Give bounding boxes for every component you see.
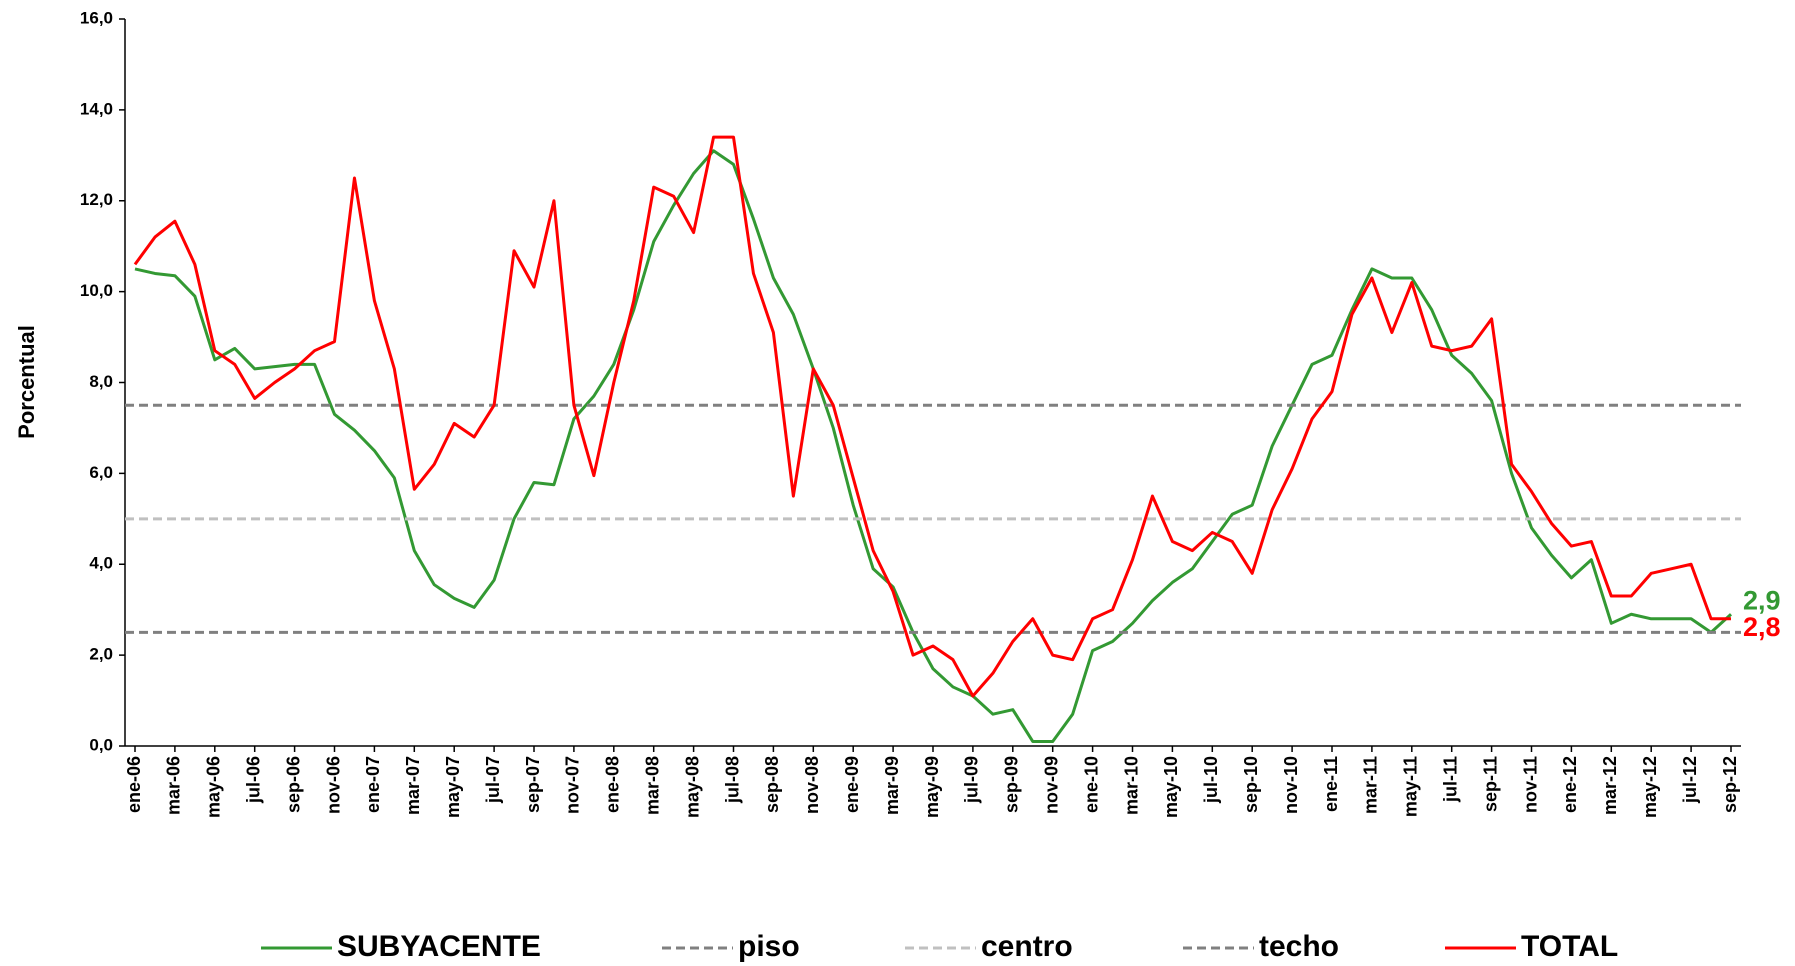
x-tick-label: nov-11 <box>1520 756 1540 813</box>
y-tick-label: 4,0 <box>89 554 113 573</box>
legend-label: SUBYACENTE <box>337 930 541 963</box>
x-tick-label: sep-12 <box>1720 756 1740 813</box>
x-tick-label: mar-09 <box>882 756 902 815</box>
x-tick-label: sep-07 <box>523 756 543 813</box>
y-tick-label: 2,0 <box>89 645 113 664</box>
y-tick-label: 6,0 <box>89 463 113 482</box>
x-tick-label: ene-06 <box>124 756 144 813</box>
x-tick-label: ene-07 <box>363 756 383 813</box>
x-tick-label: mar-07 <box>403 756 423 815</box>
legend-label: centro <box>981 930 1073 963</box>
x-tick-label: nov-07 <box>563 756 583 814</box>
x-tick-label: jul-08 <box>722 756 742 804</box>
x-tick-label: nov-09 <box>1041 756 1061 814</box>
x-tick-label: jul-10 <box>1201 756 1221 804</box>
y-tick-label: 12,0 <box>80 190 113 209</box>
x-tick-label: mar-11 <box>1361 756 1381 814</box>
x-tick-label: nov-06 <box>323 756 343 814</box>
x-tick-label: may-09 <box>922 756 942 818</box>
x-tick-label: sep-10 <box>1241 756 1261 813</box>
x-tick-label: nov-10 <box>1281 756 1301 814</box>
x-tick-label: jul-07 <box>483 756 503 804</box>
x-tick-label: sep-09 <box>1002 756 1022 813</box>
x-tick-label: mar-08 <box>642 756 662 815</box>
x-tick-label: jul-12 <box>1680 756 1700 804</box>
x-tick-label: jul-06 <box>243 756 263 804</box>
x-tick-label: nov-08 <box>802 756 822 814</box>
series-line <box>133 135 1731 698</box>
series-line <box>134 149 1733 743</box>
y-tick-label: 10,0 <box>80 281 113 300</box>
legend-label: TOTAL <box>1521 930 1618 963</box>
x-tick-label: ene-11 <box>1321 756 1341 812</box>
y-axis-label: Porcentual <box>14 325 39 439</box>
x-tick-label: mar-06 <box>164 756 184 815</box>
x-tick-label: may-07 <box>443 756 463 818</box>
x-tick-label: sep-11 <box>1480 756 1500 812</box>
end-value-label: 2,8 <box>1743 612 1781 642</box>
y-tick-label: 8,0 <box>89 372 113 391</box>
y-tick-label: 0,0 <box>89 735 113 754</box>
x-tick-label: sep-08 <box>762 756 782 813</box>
x-tick-label: ene-08 <box>603 756 623 813</box>
x-tick-label: may-11 <box>1401 756 1421 817</box>
end-value-label: 2,9 <box>1743 585 1781 615</box>
x-tick-label: ene-09 <box>842 756 862 813</box>
x-tick-label: jul-11 <box>1440 756 1460 803</box>
x-tick-label: jul-09 <box>962 756 982 804</box>
legend-label: piso <box>738 930 800 963</box>
y-tick-label: 16,0 <box>80 8 113 27</box>
x-tick-label: may-12 <box>1640 756 1660 818</box>
legend-label: techo <box>1259 930 1339 963</box>
x-tick-label: may-06 <box>204 756 224 818</box>
y-tick-label: 14,0 <box>80 99 113 118</box>
x-tick-label: may-08 <box>682 756 702 818</box>
x-tick-label: mar-10 <box>1121 756 1141 815</box>
x-tick-label: ene-10 <box>1081 756 1101 813</box>
x-tick-label: may-10 <box>1161 756 1181 818</box>
x-tick-label: sep-06 <box>283 756 303 813</box>
x-tick-label: mar-12 <box>1600 756 1620 815</box>
x-tick-label: ene-12 <box>1560 756 1580 813</box>
